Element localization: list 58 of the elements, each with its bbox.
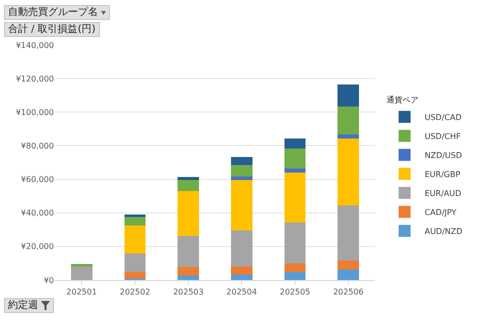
text: 約定週 [8,299,38,312]
bar [338,134,359,138]
bar [124,272,146,278]
text: 合計 / 取引損益(円) [8,23,96,36]
bar [338,260,359,270]
legend-label: USD/CAD [424,113,462,122]
legend-label: CAD/JPY [424,208,457,218]
legend-label: NZD/USD [424,151,462,160]
y-tick-label: ¥20,000 [20,242,54,252]
legend-label: AUD/NZD [424,227,462,236]
bar [338,84,359,106]
y-tick-label: ¥120,000 [16,74,54,84]
legend-label: EUR/AUD [424,189,462,198]
bar [231,176,252,180]
bar [284,272,306,280]
text: 自動売買グループ名 [8,6,98,19]
bar [178,180,199,191]
bar [231,230,252,267]
bar [178,236,199,267]
bar [178,266,199,276]
bar [178,275,199,280]
bar [338,205,359,261]
y-tick-label: ¥60,000 [20,175,54,184]
bar [284,148,306,169]
bar [338,269,359,280]
legend-title: 通貨ペア [386,95,419,104]
bar [178,190,199,236]
x-tick-label: 202502 [120,288,150,297]
x-tick-label: 202501 [66,288,97,297]
x-tick-label: 202504 [226,288,257,297]
bar [284,168,306,172]
y-tick-label: ¥40,000 [20,208,54,218]
y-tick-label: ¥0 [44,276,54,285]
legend-label: EUR/GBP [424,170,460,180]
legend-label: USD/CHF [424,132,461,142]
bar [284,172,306,222]
bar [124,216,146,226]
bar [231,165,252,176]
bar [124,254,146,272]
x-tick-label: 202503 [173,288,204,297]
bar [231,180,252,230]
bar [231,274,252,280]
bar [124,225,146,254]
bar [338,138,359,206]
bar [338,106,359,135]
bar [284,222,306,264]
bar [284,138,306,149]
x-tick-label: 202506 [333,288,364,297]
bar [231,266,252,275]
y-tick-label: ¥140,000 [16,40,54,50]
bar [178,176,199,180]
bar [231,156,252,166]
bar [71,266,92,280]
bar [71,264,92,267]
bar [284,264,306,272]
y-tick-label: ¥80,000 [20,142,54,151]
x-tick-label: 202505 [280,288,310,297]
y-tick-label: ¥100,000 [16,108,54,117]
